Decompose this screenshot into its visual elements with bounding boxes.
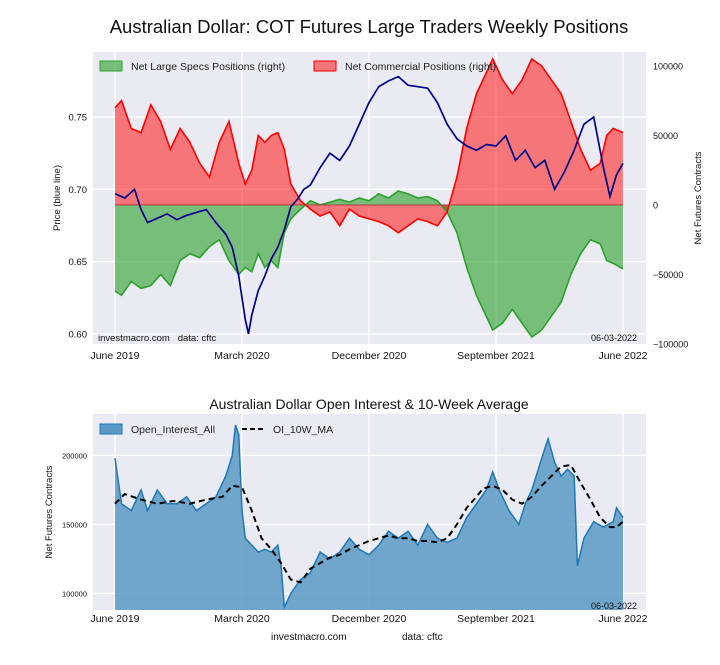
- top-left-tick-label: 0.60: [69, 329, 88, 340]
- bottom-x-tick-label: June 2022: [598, 613, 647, 625]
- specs-area: [115, 191, 623, 338]
- top-right-tick-label: −50000: [653, 270, 683, 280]
- open-interest-line: [114, 424, 624, 611]
- bottom-y-tick-label: 150000: [62, 520, 87, 529]
- bottom-date-label: 06-03-2022: [591, 601, 637, 611]
- top-left-tick-label: 0.65: [69, 257, 88, 268]
- top-left-tick-label: 0.70: [69, 185, 88, 196]
- top-right-axis-label: Net Futures Contracts: [693, 151, 704, 244]
- top-legend-specs-label: Net Large Specs Positions (right): [131, 61, 285, 73]
- top-axes: 0.60 0.65 0.70 0.75 100000 50000 0 −50000 −10000…: [69, 61, 689, 362]
- top-right-tick-label: 100000: [653, 61, 683, 71]
- footer-source: data: cftc: [402, 632, 443, 643]
- top-x-tick-label: September 2021: [457, 350, 535, 362]
- top-x-tick-label: June 2022: [598, 350, 647, 362]
- top-left-tick-label: 0.75: [69, 113, 88, 124]
- top-legend-commercial-label: Net Commercial Positions (right): [345, 61, 496, 73]
- specs-line: [114, 190, 624, 339]
- top-date-label: 06-03-2022: [591, 333, 637, 343]
- bottom-axes: 200000 150000 100000 June 2019 March 2020 Dec…: [62, 451, 648, 625]
- top-right-tick-label: 0: [653, 200, 658, 210]
- top-right-tick-label: 50000: [653, 131, 678, 141]
- bottom-x-tick-label: December 2020: [332, 613, 407, 625]
- price-line: [114, 75, 624, 335]
- bottom-legend-oi-label: Open_Interest_All: [131, 424, 215, 436]
- bottom-y-tick-label: 200000: [62, 451, 87, 460]
- bottom-y-tick-label: 100000: [62, 589, 87, 598]
- top-left-axis-label: Price (blue line): [52, 165, 63, 231]
- open-interest-area: [115, 425, 623, 610]
- top-x-tick-label: December 2020: [332, 350, 407, 362]
- bottom-legend-oi-swatch: [99, 423, 123, 435]
- top-watermark: investmacro.com data: cftc: [98, 333, 217, 344]
- top-legend-specs-swatch: [99, 60, 123, 72]
- bottom-x-tick-label: September 2021: [457, 613, 535, 625]
- top-series-layer: [114, 57, 624, 339]
- top-chart-title: Australian Dollar: COT Futures Large Tra…: [110, 16, 629, 37]
- bottom-legend-ma-label: OI_10W_MA: [273, 424, 333, 436]
- oi-10w-ma-line: [114, 463, 624, 584]
- footer-site: investmacro.com: [271, 632, 347, 643]
- bottom-series-layer: [114, 424, 624, 611]
- commercial-area: [115, 58, 623, 233]
- top-right-tick-label: −100000: [653, 340, 688, 350]
- bottom-x-tick-label: March 2020: [214, 613, 270, 625]
- top-legend-commercial-swatch: [313, 60, 337, 72]
- bottom-y-axis-label: Net Futures Contracts: [44, 465, 55, 558]
- top-x-tick-label: March 2020: [214, 350, 270, 362]
- top-x-tick-label: June 2019: [90, 350, 139, 362]
- commercial-line: [114, 57, 624, 234]
- bottom-x-tick-label: June 2019: [90, 613, 139, 625]
- bottom-chart-title: Australian Dollar Open Interest & 10-Wee…: [209, 396, 529, 412]
